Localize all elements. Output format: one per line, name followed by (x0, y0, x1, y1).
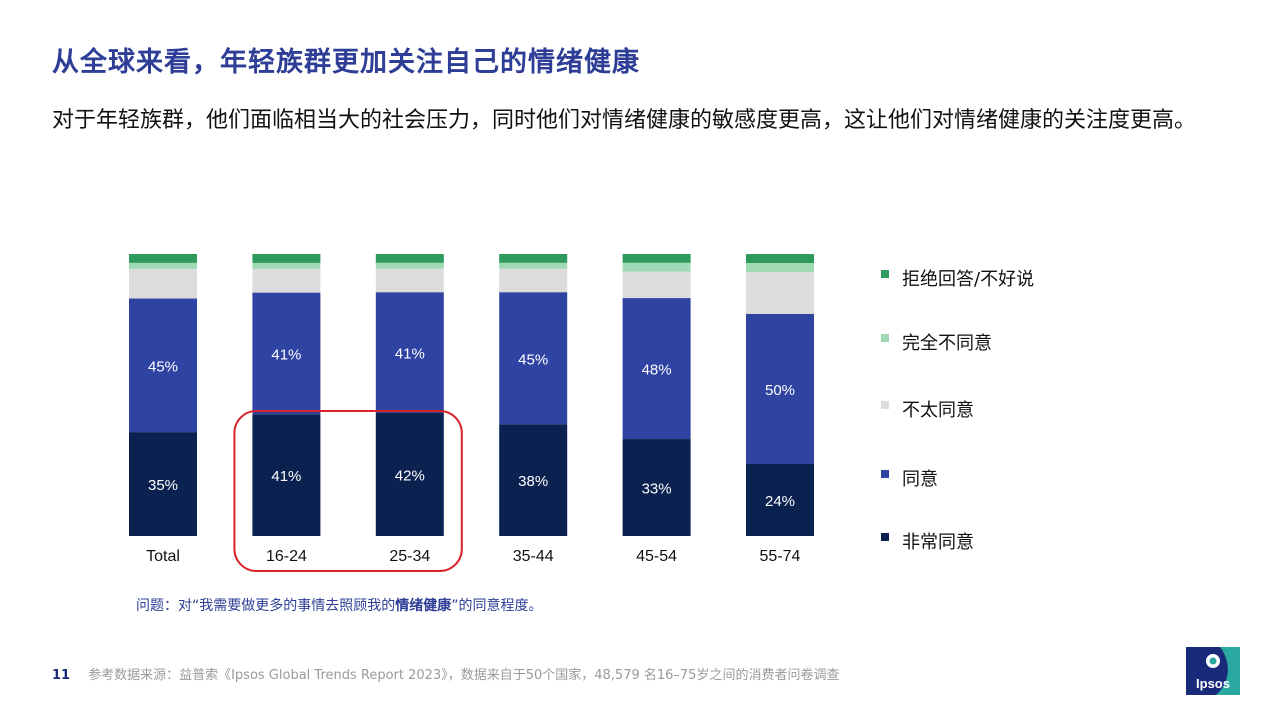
bar-segment (746, 464, 814, 536)
bar-segment (252, 262, 321, 269)
bar-segment (499, 262, 568, 269)
bar-segment (499, 254, 568, 263)
bar-segment (499, 424, 568, 536)
x-tick-label: Total (146, 548, 180, 565)
data-label: 24% (765, 493, 795, 510)
data-label: 45% (148, 358, 178, 375)
x-tick-label: 25-34 (389, 548, 430, 565)
legend-swatch (881, 270, 889, 278)
x-tick-label: 16-24 (266, 548, 307, 565)
bar-segment (746, 272, 814, 314)
bar-segment (252, 268, 321, 293)
bar-segment (252, 292, 321, 415)
page-title: 从全球来看，年轻族群更加关注自己的情绪健康 (52, 47, 640, 78)
legend-label: 不太同意 (902, 400, 974, 421)
bar-segment (499, 292, 568, 425)
bar-segment (622, 298, 691, 440)
bar-segment (129, 268, 197, 299)
bar-segment (499, 268, 568, 293)
data-label: 45% (518, 351, 548, 368)
bar-segment (129, 262, 197, 269)
legend-swatch (881, 533, 889, 541)
bar-segment (746, 254, 814, 263)
page-subtitle: 对于年轻族群，他们面临相当大的社会压力，同时他们对情绪健康的敏感度更高，这让他们… (52, 108, 1197, 133)
source-text: 参考数据来源：益普索《Ipsos Global Trends Report 20… (88, 668, 840, 683)
bar-segment (375, 254, 444, 263)
data-label: 42% (395, 467, 425, 484)
bar-segment (746, 263, 814, 272)
bar-segment (129, 254, 197, 263)
question-suffix: ”的同意程度。 (451, 598, 543, 614)
data-label: 41% (395, 345, 425, 362)
bar-segment (252, 414, 321, 536)
legend-swatch (881, 470, 889, 478)
legend-swatch (881, 401, 889, 409)
legend-label: 完全不同意 (902, 333, 992, 354)
x-tick-label: 35-44 (513, 548, 554, 565)
x-tick-label: 55-74 (760, 548, 801, 565)
data-label: 38% (518, 473, 548, 490)
legend-swatch (881, 334, 889, 342)
legend-label: 非常同意 (902, 532, 974, 553)
data-label: 35% (148, 477, 178, 494)
highlight-box (233, 410, 463, 572)
data-label: 33% (642, 481, 672, 498)
bar-segment (622, 262, 691, 272)
bar-segment (375, 292, 444, 413)
bar-segment (622, 439, 691, 536)
data-label: 50% (765, 382, 795, 399)
bar-segment (622, 254, 691, 263)
legend-label: 同意 (902, 469, 938, 490)
bar-segment (252, 254, 321, 263)
ipsos-logo: Ipsos (1186, 647, 1240, 695)
legend-label: 拒绝回答/不好说 (902, 269, 1035, 290)
bar-segment (129, 432, 197, 536)
data-label: 41% (271, 468, 301, 485)
survey-question: 问题：对“我需要做更多的事情去照顾我的情绪健康”的同意程度。 (136, 595, 543, 615)
bar-segment (375, 262, 444, 269)
page-number: 11 (52, 668, 71, 683)
x-tick-label: 45-54 (636, 548, 677, 565)
svg-text:Ipsos: Ipsos (1196, 676, 1230, 691)
bar-segment (375, 412, 444, 536)
data-label: 41% (271, 346, 301, 363)
bar-segment (746, 314, 814, 464)
bar-segment (622, 271, 691, 299)
data-label: 48% (642, 362, 672, 379)
source-footer: 11 参考数据来源：益普索《Ipsos Global Trends Report … (52, 664, 839, 683)
question-bold: 情绪健康 (395, 598, 452, 614)
bar-segment (129, 298, 197, 433)
bar-segment (375, 268, 444, 293)
question-prefix: 问题：对“我需要做更多的事情去照顾我的 (136, 598, 396, 614)
